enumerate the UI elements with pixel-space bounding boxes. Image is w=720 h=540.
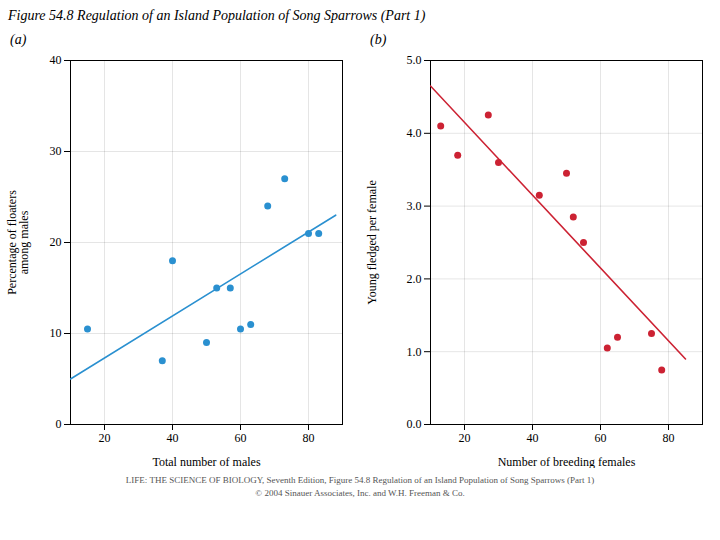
svg-text:0.0: 0.0	[407, 417, 422, 431]
svg-text:60: 60	[235, 431, 247, 445]
svg-text:0: 0	[56, 417, 62, 431]
svg-text:10: 10	[50, 326, 62, 340]
html-text:(a): (a)	[10, 32, 27, 47]
html-text:© 2004 Sinauer Associates, Inc: © 2004 Sinauer Associates, Inc. and W.H.…	[255, 488, 465, 498]
svg-text:80: 80	[303, 431, 315, 445]
svg-text:40: 40	[167, 431, 179, 445]
svg-text:80: 80	[663, 431, 675, 445]
svg-text:Percentage of floatersamong ma: Percentage of floatersamong males	[5, 190, 31, 295]
svg-text:Number of breeding females: Number of breeding females	[498, 455, 636, 469]
svg-text:40: 40	[50, 53, 62, 67]
svg-text:30: 30	[50, 144, 62, 158]
svg-text:20: 20	[50, 235, 62, 249]
svg-text:1.0: 1.0	[407, 345, 422, 359]
html-text:Figure 54.8 Regulation of an I: Figure 54.8 Regulation of an Island Popu…	[8, 8, 426, 23]
svg-text:3.0: 3.0	[407, 199, 422, 213]
svg-text:20: 20	[99, 431, 111, 445]
svg-text:40: 40	[527, 431, 539, 445]
svg-text:4.0: 4.0	[407, 126, 422, 140]
svg-text:5.0: 5.0	[407, 53, 422, 67]
svg-text:2.0: 2.0	[407, 272, 422, 286]
svg-text:Total number of males: Total number of males	[152, 455, 260, 469]
svg-text:20: 20	[459, 431, 471, 445]
svg-text:60: 60	[595, 431, 607, 445]
svg-text:Young fledged per female: Young fledged per female	[365, 180, 379, 304]
html-text:LIFE: THE SCIENCE OF BIOLOGY,: LIFE: THE SCIENCE OF BIOLOGY, Seventh Ed…	[125, 475, 595, 485]
html-text:(b): (b)	[370, 32, 387, 47]
